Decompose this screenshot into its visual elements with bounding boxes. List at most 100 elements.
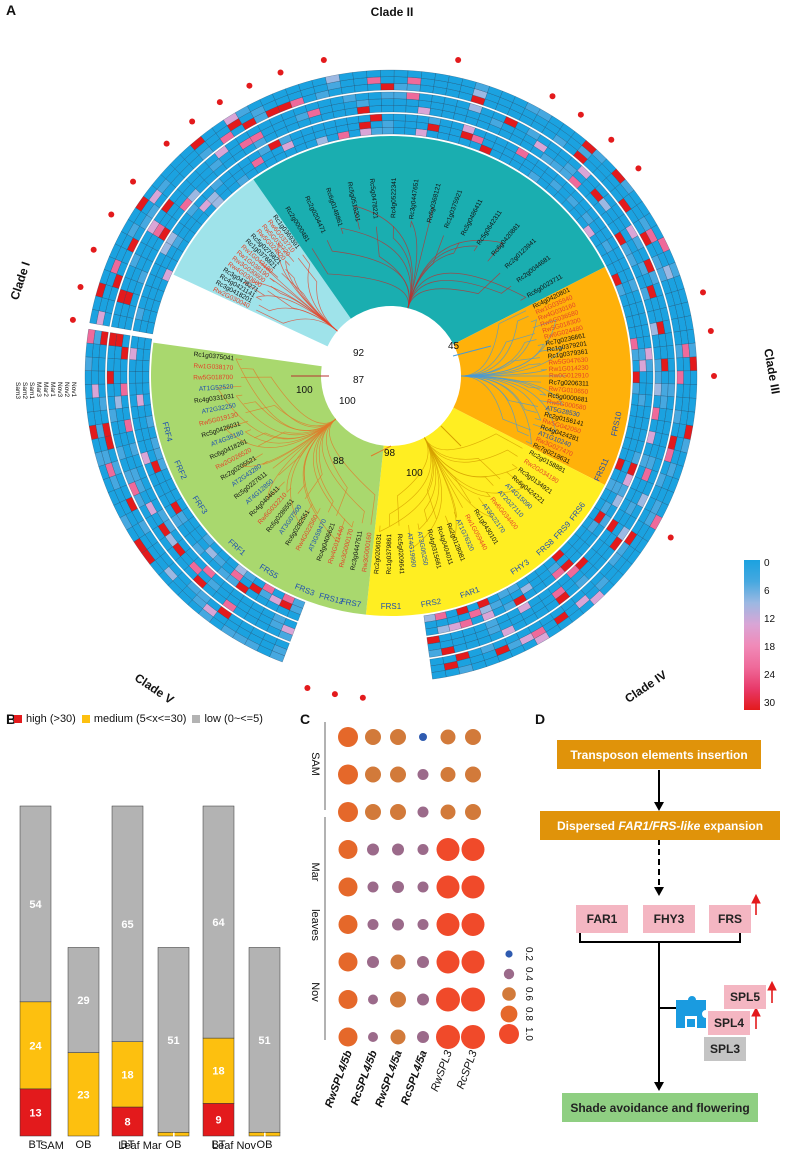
highlight-dot: [189, 118, 196, 125]
step-transposon-box: Transposon elements insertion: [557, 740, 761, 769]
tree-branch: [460, 375, 557, 433]
heatmap-cell: [142, 349, 151, 361]
bar-category-label: OB: [257, 1139, 273, 1150]
heatmap-cell: [645, 359, 654, 372]
heatmap-cell: [85, 397, 94, 413]
heatmap-scale-ticks: 0 6 12 18 24 30: [764, 558, 788, 718]
tree-branch: [241, 376, 337, 424]
legend-low-swatch: [192, 715, 201, 723]
panel-b-legend: high (>30) medium (5<x<=30) low (0~<=5): [14, 712, 263, 726]
bar-segment: [19, 1088, 52, 1137]
highlight-dot: [699, 289, 706, 296]
bar-value-label: 18: [121, 1069, 133, 1081]
heatmap-cell: [370, 120, 383, 129]
heatmap-cell: [120, 395, 129, 409]
heatmap-cell: [135, 359, 143, 372]
heatmap-cell: [135, 371, 143, 384]
heatmap-cell: [358, 114, 371, 123]
bootstrap-value: 45: [448, 341, 460, 352]
heatmap-cell: [128, 359, 137, 372]
bubble: [417, 844, 429, 855]
tree-branch: [408, 437, 442, 550]
heatmap-cell: [381, 113, 394, 121]
heatmap-cell: [393, 91, 407, 100]
heatmap-cell: [645, 383, 654, 396]
bar-value-label: 8: [124, 1116, 130, 1128]
heatmap-cell: [653, 346, 662, 360]
heatmap-cell: [369, 105, 382, 113]
gene-label: Rw5G047630: [548, 357, 589, 367]
tree-branch: [224, 418, 337, 448]
bubble: [338, 802, 358, 822]
gene-label: Rc4g0522341: [390, 177, 398, 218]
bubble: [436, 913, 460, 936]
heatmap-cell: [84, 384, 93, 399]
heatmap-rings: [84, 69, 698, 680]
column-label: RcSPL3: [455, 1048, 480, 1091]
tree-branch: [277, 242, 338, 332]
gene-label: Rc1g0375041: [193, 351, 234, 362]
heatmap-cell: [382, 127, 394, 135]
heatmap-cell: [393, 105, 407, 113]
ring-label: Nov3: [56, 382, 63, 398]
heatmap-cell: [654, 383, 662, 396]
heatmap-cell: [654, 371, 662, 384]
bar-segment: [202, 1037, 235, 1104]
spl3-label: SPL3: [709, 1042, 740, 1056]
size-legend-bubble: [500, 1005, 518, 1023]
tree-branch: [235, 358, 337, 432]
clade-label: Clade V: [132, 671, 176, 705]
heatmap-cell: [689, 384, 698, 399]
heatmap-cell: [136, 394, 145, 407]
ring-label: Nov1: [70, 382, 77, 398]
heatmap-cell: [639, 371, 647, 384]
bar-value-label: 24: [29, 1040, 42, 1052]
bar-segment: [111, 1106, 144, 1137]
heatmap-cell: [107, 396, 116, 410]
size-legend-label: 0.2: [523, 947, 534, 961]
heatmap-cell: [358, 121, 372, 130]
heatmap-cell: [106, 370, 114, 385]
bubble: [368, 1032, 378, 1042]
bar-segment: [67, 947, 100, 1053]
heatmap-cell: [380, 83, 395, 91]
family-label: FRS7: [340, 597, 362, 610]
legend-tick: 18: [764, 642, 776, 653]
bubble: [417, 881, 429, 893]
heatmap-cell: [689, 356, 698, 371]
bubble: [390, 954, 406, 970]
heatmap-cell: [644, 347, 653, 361]
heatmap-cell: [129, 347, 138, 361]
highlight-dot: [77, 283, 84, 290]
ring-label: Mar3: [35, 382, 42, 397]
tree-branch: [452, 345, 492, 357]
spl4-box: SPL4: [708, 1011, 750, 1035]
heatmap-cell: [393, 83, 408, 91]
heatmap-cell: [666, 345, 675, 359]
tree-branch: [311, 248, 409, 309]
heatmap-cell: [394, 69, 409, 78]
clade-sector-2: [253, 135, 605, 345]
heatmap-cell: [407, 70, 423, 79]
heatmap-cell: [113, 371, 121, 384]
heatmap-cell: [120, 371, 128, 384]
gene-label: Rc5g0000681: [547, 392, 588, 404]
bubble: [440, 729, 456, 745]
bootstrap-value: 100: [296, 385, 313, 396]
panel-c-label: C: [300, 711, 311, 727]
bubble: [436, 987, 460, 1012]
bubble: [338, 727, 358, 747]
flow-arrows: [579, 770, 777, 1091]
outcome-box: Shade avoidance and flowering: [562, 1093, 758, 1122]
heatmap-cell: [653, 395, 662, 409]
heatmap-cell: [380, 91, 395, 99]
gene-label: Rc2g0206031: [373, 533, 383, 574]
heatmap-cell: [393, 127, 406, 135]
highlight-dot: [108, 211, 115, 218]
bubble: [392, 843, 404, 856]
heatmap-cell: [431, 670, 447, 680]
ring-label: Sam1: [28, 382, 35, 399]
gene-label: Rc1g0379361: [547, 348, 588, 360]
heatmap-cell: [661, 371, 669, 384]
heatmap-cell: [108, 332, 118, 347]
